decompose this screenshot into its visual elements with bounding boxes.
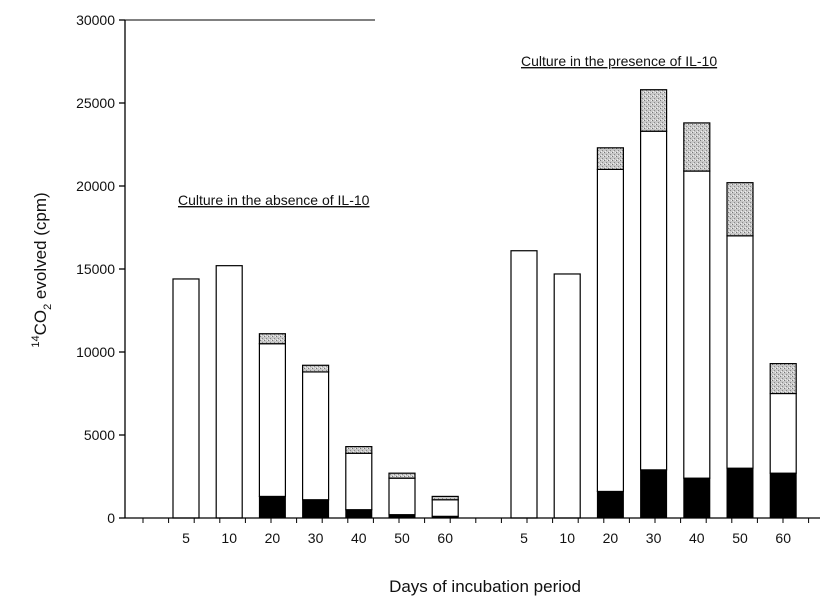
bar-segment-middle (302, 371, 330, 501)
x-tick-label: 30 (646, 530, 662, 546)
bar-group-2 (510, 89, 797, 519)
bar-segment-bottom (769, 472, 797, 519)
x-tick-label: 20 (265, 530, 281, 546)
x-tick-label: 40 (689, 530, 705, 546)
x-tick-label: 5 (182, 530, 190, 546)
bar-segment-top (431, 495, 459, 501)
bar-segment-middle (596, 168, 625, 493)
bar-segment-bottom (726, 467, 754, 519)
bar-segment-top (345, 446, 373, 454)
annotation-presence: Culture in the presence of IL-10 (521, 53, 717, 69)
bar-segment-middle (639, 130, 668, 471)
x-tick-label: 30 (308, 530, 324, 546)
y-tick-label: 0 (107, 510, 115, 526)
x-axis: 5 10 20 30 40 50 60 5 10 20 30 40 50 60 (125, 517, 820, 546)
x-tick-label: 10 (221, 530, 237, 546)
x-tick-label: 50 (394, 530, 410, 546)
bar-segment-middle (345, 452, 373, 511)
bar-segment-middle (258, 343, 286, 498)
x-tick-label: 40 (351, 530, 367, 546)
bar-segment-middle (215, 265, 243, 519)
bar-segment-bottom (596, 490, 624, 519)
bar-segment-top (683, 122, 711, 172)
bar-segment-top (258, 333, 286, 345)
x-tick-label: 10 (559, 530, 575, 546)
bar-segment-top (388, 472, 416, 479)
y-tick-label: 5000 (84, 427, 115, 443)
bar-segment-middle (172, 278, 200, 519)
x-tick-label: 50 (732, 530, 748, 546)
y-axis-label-rest: evolved (cpm) (31, 192, 50, 303)
y-tick-label: 25000 (76, 95, 115, 111)
y-tick-label: 15000 (76, 261, 115, 277)
bar-segment-bottom (640, 469, 668, 519)
bar-segment-bottom (683, 477, 711, 519)
y-axis-label: 14CO2 evolved (cpm) (30, 192, 54, 347)
y-axis-label-superscript: 14 (30, 335, 42, 347)
y-axis-label-main: CO (31, 310, 50, 336)
bar-segment-top (726, 182, 754, 237)
bar-segment-bottom (345, 509, 373, 519)
x-tick-label: 5 (520, 530, 528, 546)
bar-segment-top (596, 147, 625, 171)
bar-segment-middle (388, 477, 416, 516)
bar-segment-middle (431, 499, 459, 517)
y-axis: 0 5000 10000 15000 20000 25000 30000 (76, 12, 375, 526)
bar-segment-bottom (258, 495, 286, 519)
bar-segment-middle (510, 250, 538, 519)
bar-group-1 (172, 265, 459, 519)
y-tick-label: 30000 (76, 12, 115, 28)
bar-segment-top (302, 364, 330, 373)
annotation-absence: Culture in the absence of IL-10 (178, 192, 370, 208)
x-tick-label: 60 (437, 530, 453, 546)
bar-segment-top (769, 363, 797, 395)
y-tick-label: 10000 (76, 344, 115, 360)
y-tick-label: 20000 (76, 178, 115, 194)
bar-segment-middle (726, 235, 754, 469)
y-axis-label-subscript: 2 (42, 304, 54, 310)
x-tick-label: 20 (603, 530, 619, 546)
bar-segment-middle (553, 273, 581, 519)
x-tick-label: 60 (775, 530, 791, 546)
bar-segment-middle (683, 170, 711, 479)
x-axis-label: Days of incubation period (389, 577, 581, 596)
bar-segment-middle (769, 392, 797, 474)
bars-layer (172, 89, 797, 519)
bar-segment-top (639, 89, 668, 132)
bar-segment-bottom (302, 499, 330, 519)
